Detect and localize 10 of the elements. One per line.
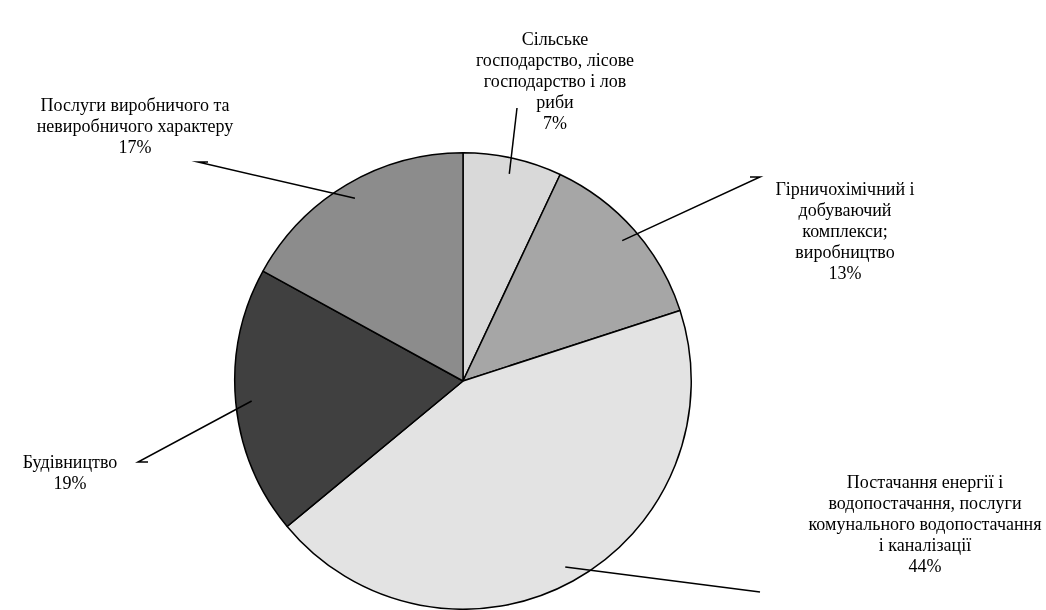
data-label: 7% (543, 112, 567, 133)
data-label: 44% (908, 555, 942, 576)
data-label: 19% (53, 473, 87, 494)
slice-label: Будівництво (22, 452, 118, 473)
slice-label: Послуги виробничого та невиробничого характеру (36, 94, 234, 136)
slice-label: Гірничохімічний і добуваючий комплекси; виробництво (775, 178, 915, 262)
data-label: 17% (118, 136, 152, 157)
slice-label: Сільське господарство, лісове господарство і лов риби (475, 28, 635, 112)
slice-label: Постачання енергії і водопостачання, послуги комунального водопостачання і каналізації (808, 471, 1042, 555)
data-label: 13% (828, 262, 862, 283)
